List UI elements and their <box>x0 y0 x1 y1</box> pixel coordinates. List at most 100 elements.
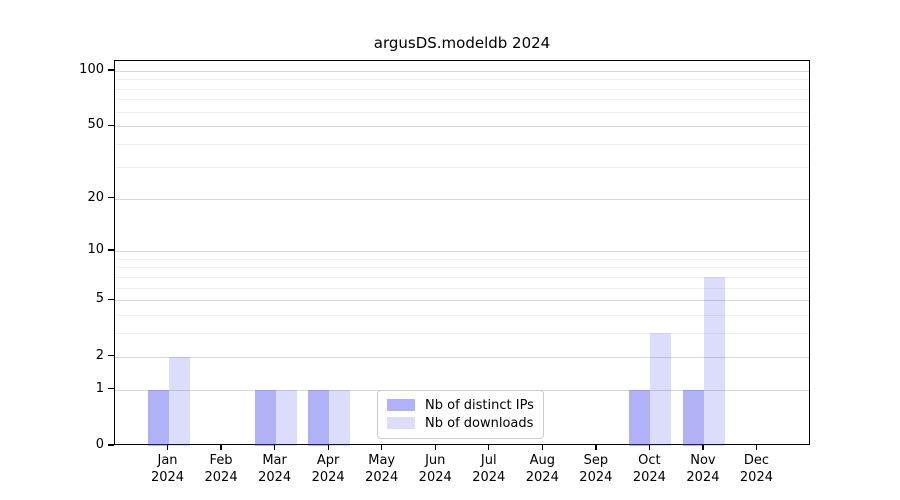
x-tick-mark <box>327 445 329 450</box>
gridline-major <box>115 251 809 253</box>
x-tick-mark <box>381 445 383 450</box>
bar-nb-of-distinct-ips-nov <box>682 389 704 446</box>
x-tick-label-feb: Feb 2024 <box>189 452 253 486</box>
y-tick-label: 5 <box>95 291 104 307</box>
y-tick-mark <box>108 124 114 127</box>
gridline-minor <box>115 88 809 90</box>
x-tick-month: Oct <box>638 453 661 468</box>
x-tick-year: 2024 <box>525 470 559 485</box>
x-tick-year: 2024 <box>365 470 399 485</box>
x-tick-month: Apr <box>316 453 340 468</box>
legend-entry-nb-of-distinct-ips: Nb of distinct IPs <box>387 396 534 414</box>
x-tick-month: Dec <box>743 453 770 468</box>
gridline-major <box>115 126 809 128</box>
x-tick-mark <box>166 445 169 450</box>
y-tick-label: 20 <box>87 189 104 205</box>
x-tick-year: 2024 <box>686 470 720 485</box>
x-tick-mark <box>220 445 222 450</box>
plot-area <box>114 60 810 446</box>
gridline-minor <box>115 144 809 146</box>
x-tick-month: Jun <box>425 453 446 468</box>
y-tick-label: 10 <box>87 242 104 258</box>
bar-nb-of-distinct-ips-jan <box>147 389 169 446</box>
x-tick-label-jul: Jul 2024 <box>457 452 521 486</box>
legend: Nb of distinct IPs Nb of downloads <box>377 390 544 439</box>
x-tick-mark <box>648 445 651 450</box>
y-tick-mark <box>108 69 114 71</box>
x-tick-year: 2024 <box>418 470 452 485</box>
chart-title: argusDS.modeldb 2024 <box>373 34 551 52</box>
x-tick-month: Jan <box>157 453 178 468</box>
bar-nb-of-distinct-ips-oct <box>629 389 651 446</box>
y-tick-mark <box>108 298 114 301</box>
x-tick-year: 2024 <box>579 470 613 485</box>
gridline-minor <box>115 267 809 269</box>
gridline-minor <box>115 166 809 168</box>
gridline-minor <box>115 258 809 260</box>
x-tick-year: 2024 <box>150 470 185 485</box>
y-tick-mark <box>108 388 114 390</box>
gridline-minor <box>115 315 809 317</box>
gridline-minor <box>115 276 809 278</box>
x-tick-year: 2024 <box>632 470 666 485</box>
x-tick-label-sep: Sep 2024 <box>564 452 628 486</box>
x-tick-year: 2024 <box>258 470 292 485</box>
y-tick-label: 50 <box>87 117 104 133</box>
x-tick-year: 2024 <box>311 470 345 485</box>
bar-nb-of-downloads-oct <box>650 333 672 446</box>
x-tick-month: Sep <box>583 453 609 468</box>
x-tick-year: 2024 <box>204 470 238 485</box>
x-tick-label-dec: Dec 2024 <box>724 452 788 486</box>
x-tick-month: Jul <box>480 453 497 468</box>
x-tick-label-mar: Mar 2024 <box>243 452 307 486</box>
x-tick-mark <box>274 445 276 450</box>
x-tick-mark <box>488 445 490 450</box>
x-tick-label-jun: Jun 2024 <box>403 452 467 486</box>
gridline-minor <box>115 111 809 113</box>
bar-nb-of-distinct-ips-apr <box>308 389 330 446</box>
x-tick-month: Feb <box>209 453 233 468</box>
gridline-minor <box>115 79 809 81</box>
x-tick-month: Mar <box>262 453 287 468</box>
x-tick-mark <box>702 445 704 450</box>
y-tick-label: 100 <box>79 61 104 77</box>
x-tick-month: Aug <box>529 453 555 468</box>
bar-nb-of-downloads-mar <box>275 389 297 446</box>
legend-label-nb-of-downloads: Nb of downloads <box>425 415 534 431</box>
y-tick-mark <box>108 444 114 446</box>
bar-nb-of-distinct-ips-mar <box>254 389 276 446</box>
y-tick-mark <box>108 196 114 199</box>
x-tick-label-oct: Oct 2024 <box>617 452 681 486</box>
gridline-major <box>115 300 809 302</box>
x-tick-mark <box>595 445 597 450</box>
x-tick-mark <box>434 445 436 450</box>
gridline-minor <box>115 99 809 101</box>
x-tick-month: Nov <box>690 453 716 468</box>
legend-swatch-nb-of-distinct-ips <box>387 399 415 411</box>
legend-swatch-nb-of-downloads <box>387 417 415 429</box>
gridline-major <box>115 70 809 72</box>
y-tick-label: 1 <box>95 380 104 396</box>
x-tick-label-aug: Aug 2024 <box>510 452 574 486</box>
y-tick-mark <box>108 355 114 357</box>
bar-nb-of-downloads-jan <box>168 356 190 446</box>
x-tick-label-nov: Nov 2024 <box>671 452 735 486</box>
y-tick-label: 0 <box>95 437 104 452</box>
x-tick-label-jan: Jan 2024 <box>136 452 200 486</box>
legend-label-nb-of-distinct-ips: Nb of distinct IPs <box>425 397 534 413</box>
bar-nb-of-downloads-apr <box>329 389 351 446</box>
gridline-major <box>115 356 809 358</box>
x-tick-year: 2024 <box>739 470 773 485</box>
x-tick-mark <box>755 445 758 450</box>
gridline-minor <box>115 333 809 335</box>
y-tick-label: 2 <box>95 347 104 363</box>
y-tick-mark <box>108 249 114 251</box>
gridline-minor <box>115 287 809 289</box>
x-tick-mark <box>541 445 543 450</box>
x-tick-label-apr: Apr 2024 <box>296 452 360 486</box>
bar-nb-of-downloads-nov <box>703 276 725 446</box>
x-tick-month: May <box>368 453 396 468</box>
legend-entry-nb-of-downloads: Nb of downloads <box>387 414 534 432</box>
x-tick-label-may: May 2024 <box>350 452 414 486</box>
